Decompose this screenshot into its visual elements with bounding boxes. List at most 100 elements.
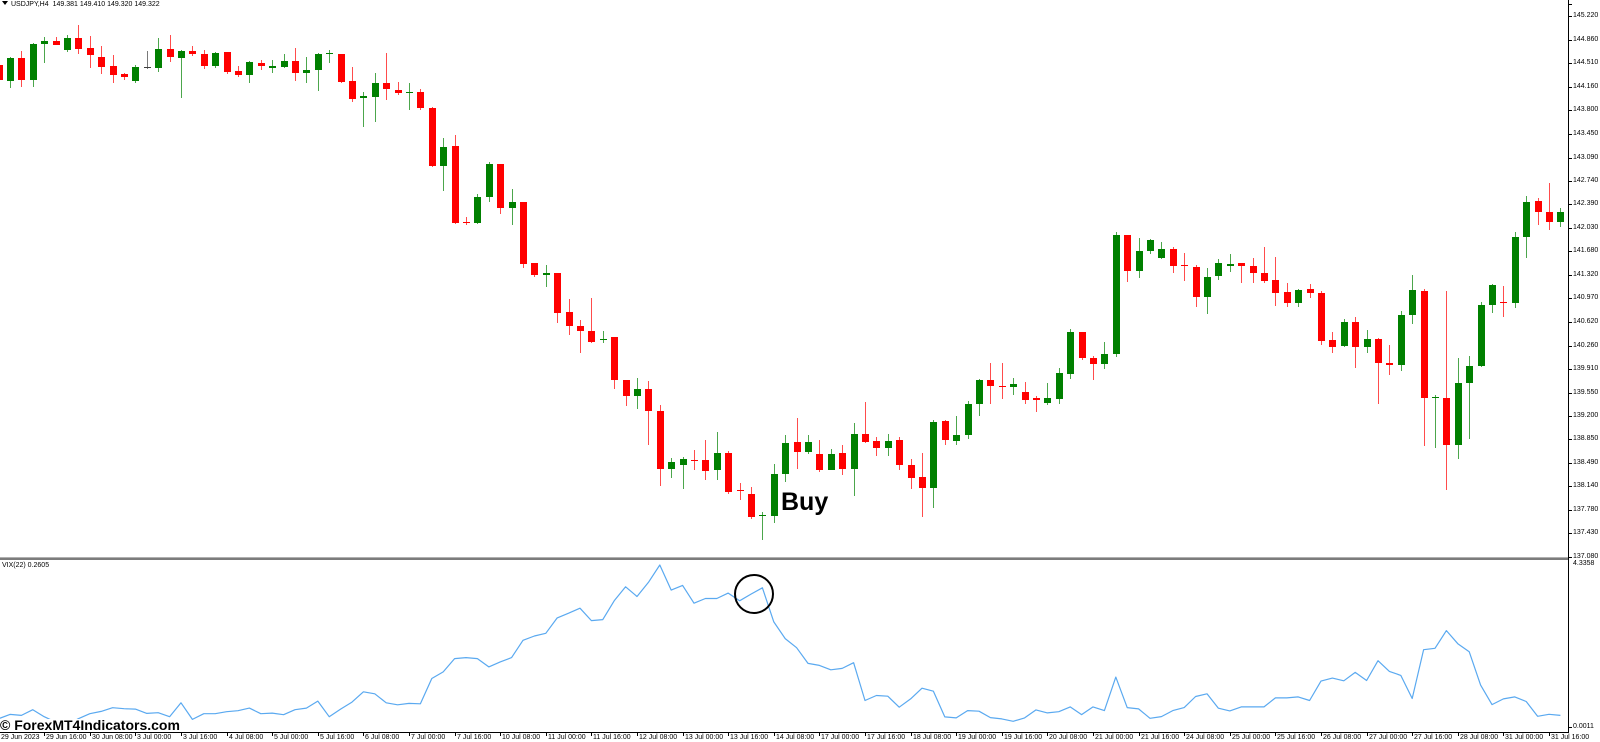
candle-body bbox=[440, 147, 447, 166]
bear-candle bbox=[395, 82, 402, 95]
candle-body bbox=[395, 90, 402, 93]
bear-candle bbox=[338, 54, 345, 83]
candle-body bbox=[98, 57, 105, 67]
time-label: 13 Jul 00:00 bbox=[685, 734, 724, 741]
bull-candle bbox=[1409, 275, 1416, 324]
candle-body bbox=[349, 81, 356, 99]
candle-wick bbox=[1435, 395, 1436, 448]
time-label: 5 Jul 00:00 bbox=[274, 734, 309, 741]
indicator-chart-area[interactable] bbox=[0, 560, 1568, 732]
axis-tick bbox=[1569, 439, 1572, 440]
price-label: 138.140 bbox=[1573, 482, 1599, 489]
bear-candle bbox=[839, 445, 846, 475]
candle-wick bbox=[170, 35, 171, 62]
candle-body bbox=[623, 380, 630, 396]
candle-wick bbox=[409, 83, 410, 110]
bear-candle bbox=[862, 402, 869, 443]
bull-candle bbox=[1455, 358, 1462, 459]
bear-candle bbox=[1261, 247, 1268, 283]
bull-candle bbox=[1227, 254, 1234, 272]
candle-body bbox=[680, 459, 687, 465]
bull-candle bbox=[372, 73, 379, 122]
price-label: 137.080 bbox=[1573, 553, 1599, 560]
dropdown-arrow-icon[interactable] bbox=[2, 1, 8, 5]
candle-body bbox=[121, 74, 128, 77]
axis-tick bbox=[1569, 298, 1572, 299]
bull-candle bbox=[1466, 356, 1473, 439]
bull-candle bbox=[930, 420, 937, 508]
axis-tick bbox=[1549, 732, 1550, 736]
price-label: 143.090 bbox=[1573, 154, 1599, 161]
candle-wick bbox=[181, 50, 182, 98]
candle-body bbox=[1204, 277, 1211, 297]
bull-candle bbox=[1557, 208, 1564, 227]
candle-body bbox=[1215, 263, 1222, 276]
candle-body bbox=[189, 51, 196, 54]
candle-body bbox=[1546, 212, 1553, 222]
bear-candle bbox=[588, 298, 595, 343]
ohlc-values: 149.381 149.410 149.320 149.322 bbox=[52, 1, 160, 8]
candle-body bbox=[759, 515, 766, 516]
bull-candle bbox=[474, 194, 481, 224]
candle-body bbox=[816, 454, 823, 470]
axis-tick bbox=[1569, 533, 1572, 534]
candle-body bbox=[908, 465, 915, 478]
candle-wick bbox=[1503, 286, 1504, 317]
candle-body bbox=[953, 435, 960, 441]
candle-body bbox=[235, 71, 242, 75]
bear-candle bbox=[53, 37, 60, 45]
candle-body bbox=[509, 202, 516, 208]
time-label: 3 Jul 00:00 bbox=[137, 734, 172, 741]
bull-candle bbox=[1489, 284, 1496, 313]
price-label: 141.320 bbox=[1573, 271, 1599, 278]
candle-wick bbox=[466, 217, 467, 225]
bear-candle bbox=[75, 25, 82, 54]
candle-body bbox=[417, 92, 424, 108]
candle-body bbox=[1284, 292, 1291, 303]
axis-tick bbox=[956, 732, 957, 736]
candle-wick bbox=[1036, 396, 1037, 412]
bull-candle bbox=[41, 37, 48, 63]
candle-wick bbox=[603, 331, 604, 343]
bear-candle bbox=[383, 53, 390, 100]
candle-body bbox=[1523, 202, 1530, 237]
bull-candle bbox=[885, 434, 892, 456]
bull-candle bbox=[326, 50, 333, 63]
axis-tick bbox=[1569, 110, 1572, 111]
bull-candle bbox=[805, 435, 812, 454]
bull-candle bbox=[1056, 368, 1063, 404]
candle-wick bbox=[1002, 363, 1003, 399]
bull-candle bbox=[1067, 329, 1074, 379]
candle-body bbox=[1512, 237, 1519, 303]
time-label: 28 Jul 08:00 bbox=[1460, 734, 1499, 741]
candle-body bbox=[885, 441, 892, 448]
axis-tick bbox=[500, 732, 501, 736]
candle-body bbox=[1170, 249, 1177, 266]
chart-title: USDJPY,H4 149.381 149.410 149.320 149.322 bbox=[2, 0, 160, 9]
price-label: 139.910 bbox=[1573, 365, 1599, 372]
candle-wick bbox=[1184, 253, 1185, 281]
bear-candle bbox=[748, 487, 755, 519]
candle-body bbox=[1409, 290, 1416, 315]
candle-body bbox=[64, 38, 71, 50]
candle-body bbox=[224, 52, 231, 72]
axis-tick bbox=[363, 732, 364, 736]
candle-body bbox=[1478, 305, 1485, 366]
time-axis[interactable]: 29 Jun 2023 29 Jun 16:00 30 Jun 08:00 3 Jul… bbox=[0, 732, 1600, 742]
candle-body bbox=[999, 386, 1006, 387]
candle-wick bbox=[44, 37, 45, 63]
candle-body bbox=[657, 411, 664, 469]
axis-tick bbox=[1569, 134, 1572, 135]
candle-body bbox=[1193, 267, 1200, 297]
candle-wick bbox=[1264, 247, 1265, 283]
candle-body bbox=[41, 41, 48, 44]
bear-candle bbox=[531, 263, 538, 277]
price-chart-area[interactable] bbox=[0, 0, 1568, 557]
buy-signal-label: Buy bbox=[781, 488, 829, 516]
candle-body bbox=[1124, 235, 1131, 271]
price-axis[interactable]: 4.3358 0.0011 145.220 144.860 144.510 144.1… bbox=[1569, 0, 1600, 733]
window-separator[interactable] bbox=[0, 557, 1569, 560]
price-label: 142.740 bbox=[1573, 177, 1599, 184]
time-label: 29 Jun 16:00 bbox=[46, 734, 87, 741]
candle-body bbox=[474, 197, 481, 223]
